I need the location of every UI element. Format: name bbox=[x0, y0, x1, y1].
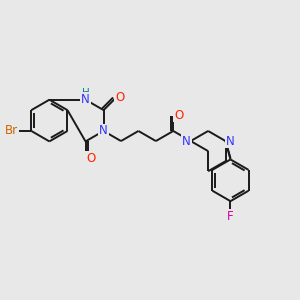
Text: N: N bbox=[81, 93, 90, 106]
Text: O: O bbox=[116, 92, 124, 104]
Text: O: O bbox=[174, 109, 183, 122]
Text: Br: Br bbox=[5, 124, 18, 137]
Text: O: O bbox=[86, 152, 95, 165]
Text: N: N bbox=[182, 134, 191, 148]
Text: F: F bbox=[227, 210, 234, 223]
Text: H: H bbox=[82, 88, 89, 98]
Text: N: N bbox=[226, 134, 234, 148]
Text: N: N bbox=[99, 124, 108, 137]
